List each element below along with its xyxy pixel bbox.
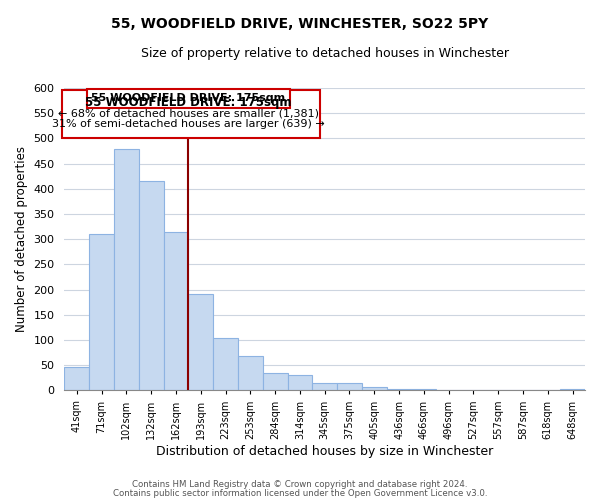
Text: 55 WOODFIELD DRIVE: 175sqm: 55 WOODFIELD DRIVE: 175sqm — [85, 96, 292, 108]
Text: ← 68% of detached houses are smaller (1,381): ← 68% of detached houses are smaller (1,… — [58, 108, 319, 118]
Text: 55 WOODFIELD DRIVE: 175sqm: 55 WOODFIELD DRIVE: 175sqm — [91, 93, 286, 103]
Bar — [337, 384, 362, 390]
Bar — [62, 90, 320, 138]
Title: Size of property relative to detached houses in Winchester: Size of property relative to detached ho… — [141, 48, 509, 60]
Bar — [139, 182, 164, 390]
Bar — [114, 148, 139, 390]
Text: Contains HM Land Registry data © Crown copyright and database right 2024.: Contains HM Land Registry data © Crown c… — [132, 480, 468, 489]
Text: 55, WOODFIELD DRIVE, WINCHESTER, SO22 5PY: 55, WOODFIELD DRIVE, WINCHESTER, SO22 5P… — [112, 18, 488, 32]
Bar — [89, 234, 114, 390]
Bar — [238, 356, 263, 390]
Bar — [362, 387, 386, 390]
X-axis label: Distribution of detached houses by size in Winchester: Distribution of detached houses by size … — [156, 444, 493, 458]
Bar — [64, 367, 89, 390]
Bar — [213, 338, 238, 390]
Bar — [287, 376, 313, 390]
Text: Contains public sector information licensed under the Open Government Licence v3: Contains public sector information licen… — [113, 489, 487, 498]
Bar — [164, 232, 188, 390]
Y-axis label: Number of detached properties: Number of detached properties — [15, 146, 28, 332]
Bar — [188, 294, 213, 390]
Bar — [263, 373, 287, 390]
Bar — [313, 384, 337, 390]
Text: 31% of semi-detached houses are larger (639) →: 31% of semi-detached houses are larger (… — [52, 120, 325, 130]
